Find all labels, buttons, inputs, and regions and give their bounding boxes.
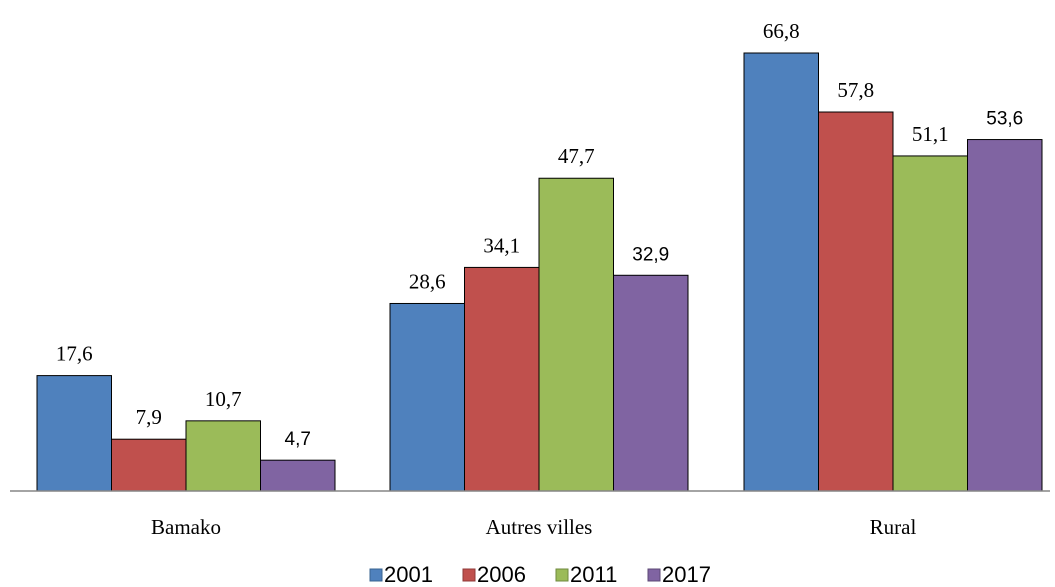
value-label-autres-villes-2006: 34,1 [483, 233, 520, 257]
bar-bamako-2006 [111, 438, 187, 492]
bar-bamako-2017 [260, 459, 336, 492]
value-labels-layer: 17,6 7,9 10,7 4,7 28,6 34,1 47,7 32,9 66,8 57,8 51… [56, 19, 1023, 450]
bar-autres-villes-2017 [613, 274, 689, 492]
value-label-bamako-2011: 10,7 [205, 387, 242, 411]
category-labels: Bamako Autres villes Rural [151, 515, 916, 539]
legend-swatch-2001 [369, 568, 383, 582]
value-label-bamako-2001: 17,6 [56, 342, 93, 366]
bar-autres-villes-2011 [538, 177, 614, 492]
category-label-rural: Rural [870, 515, 917, 539]
value-label-autres-villes-2017: 32,9 [632, 244, 669, 265]
value-label-rural-2011: 51,1 [912, 122, 949, 146]
legend-label-2011: 2011 [570, 562, 617, 587]
legend: 2001 2006 2011 2017 [369, 562, 711, 587]
value-label-bamako-2017: 4,7 [285, 429, 311, 450]
legend-swatch-2017 [647, 568, 661, 582]
value-label-autres-villes-2011: 47,7 [558, 144, 595, 168]
bar-autres-villes-2001 [389, 302, 465, 492]
bar-autres-villes-2006 [464, 266, 540, 492]
value-label-rural-2006: 57,8 [837, 78, 874, 102]
bars-layer [36, 52, 1043, 492]
legend-label-2001: 2001 [384, 562, 433, 587]
bar-rural-2006 [818, 111, 894, 492]
legend-label-2017: 2017 [662, 562, 711, 587]
legend-swatch-2006 [462, 568, 476, 582]
value-label-bamako-2006: 7,9 [136, 405, 162, 429]
bar-bamako-2001 [36, 375, 112, 492]
bar-rural-2011 [892, 155, 968, 492]
category-label-autres-villes: Autres villes [486, 515, 593, 539]
category-label-bamako: Bamako [151, 515, 221, 539]
legend-label-2006: 2006 [477, 562, 526, 587]
bar-rural-2001 [743, 52, 819, 492]
bar-rural-2017 [967, 139, 1043, 492]
value-label-rural-2001: 66,8 [763, 19, 800, 43]
value-label-rural-2017: 53,6 [986, 109, 1023, 130]
value-label-autres-villes-2001: 28,6 [409, 269, 446, 293]
legend-swatch-2011 [555, 568, 569, 582]
bar-bamako-2011 [185, 420, 261, 492]
